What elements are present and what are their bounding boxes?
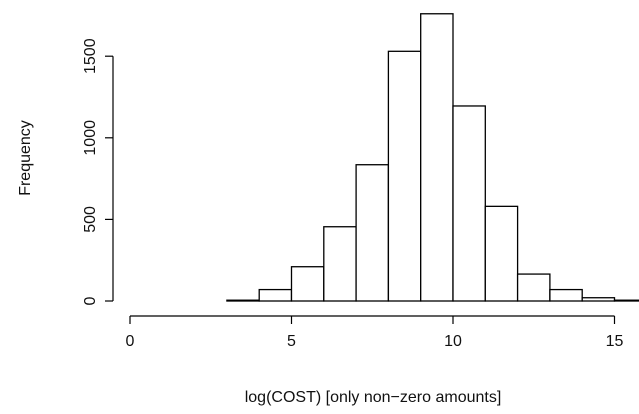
x-tick-label: 0	[126, 333, 135, 350]
histogram-bar	[226, 299, 260, 302]
histogram-bar	[452, 105, 486, 302]
x-tick-label: 5	[287, 333, 296, 350]
y-tick-label: 1000	[82, 120, 99, 156]
y-tick-label: 0	[82, 296, 99, 305]
y-axis: 0 500 1000 1500	[82, 38, 114, 305]
y-tick-label: 1500	[82, 38, 99, 74]
histogram-bar	[290, 266, 325, 302]
x-tick-label: 15	[606, 333, 624, 350]
histogram-bar	[549, 288, 583, 302]
histogram-bar	[323, 226, 357, 302]
histogram-bar	[613, 299, 639, 302]
x-axis: 0 5 10 15	[126, 315, 624, 350]
histogram-bar	[516, 273, 551, 302]
histogram-bar	[258, 288, 293, 302]
histogram-bar	[581, 297, 616, 302]
y-axis-title: Frequency	[17, 120, 34, 196]
histogram-bars	[226, 13, 639, 302]
histogram-bar	[387, 50, 422, 302]
histogram-bar	[420, 13, 454, 302]
histogram-bar	[355, 164, 390, 302]
x-tick-label: 10	[444, 333, 462, 350]
x-axis-title: log(COST) [only non−zero amounts]	[245, 389, 502, 406]
histogram-bar	[484, 205, 519, 302]
y-tick-label: 500	[82, 206, 99, 233]
